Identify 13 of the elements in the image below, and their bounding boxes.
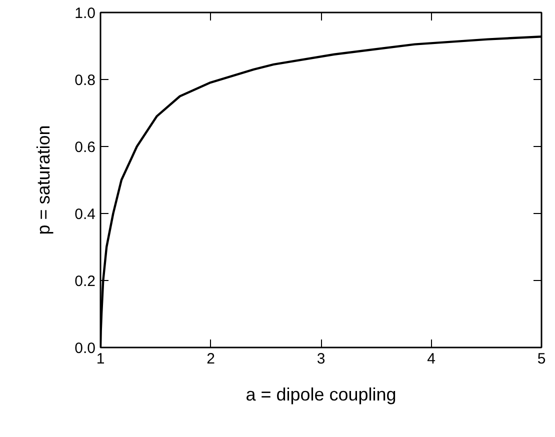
y-tick-label: 0.0 (74, 340, 96, 357)
x-axis-title: a = dipole coupling (246, 384, 396, 404)
y-tick-label: 1.0 (74, 5, 96, 22)
y-tick-label: 0.8 (74, 72, 96, 89)
x-tick-label: 2 (206, 350, 215, 368)
x-tick-label: 3 (316, 350, 326, 368)
x-tick-label: 1 (96, 350, 105, 368)
x-tick-label: 4 (427, 350, 436, 368)
x-tick-label: 5 (537, 350, 546, 368)
y-axis-title: p = saturation (34, 125, 54, 235)
y-tick-label: 0.4 (74, 206, 96, 223)
y-tick-label: 0.2 (74, 273, 96, 290)
y-tick-label: 0.6 (74, 139, 96, 156)
